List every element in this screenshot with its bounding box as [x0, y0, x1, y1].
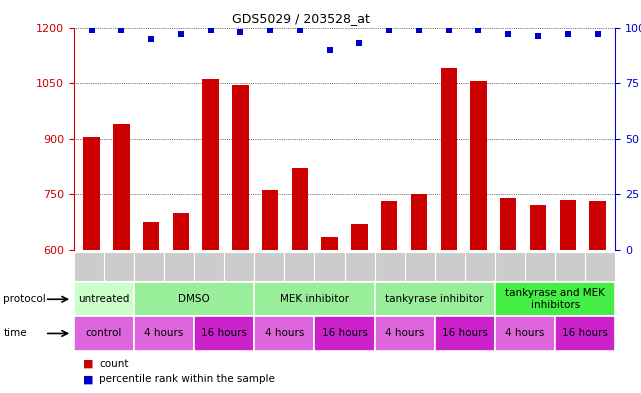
Point	[473, 27, 483, 33]
Text: 16 hours: 16 hours	[562, 329, 608, 338]
Bar	[374, 252, 404, 281]
Bar	[104, 252, 134, 281]
Bar	[555, 316, 615, 351]
Text: 4 hours: 4 hours	[265, 329, 304, 338]
Bar	[435, 252, 465, 281]
Text: 4 hours: 4 hours	[144, 329, 184, 338]
Bar	[134, 252, 164, 281]
Point	[206, 27, 216, 33]
Point	[414, 27, 424, 33]
Text: count: count	[99, 358, 129, 369]
Text: MEK inhibitor: MEK inhibitor	[280, 294, 349, 304]
Bar	[285, 252, 315, 281]
Bar	[315, 252, 345, 281]
Point	[295, 27, 305, 33]
Bar	[224, 252, 254, 281]
Bar	[351, 224, 367, 250]
Bar	[254, 316, 315, 351]
Text: tankyrase and MEK
inhibitors: tankyrase and MEK inhibitors	[505, 288, 605, 310]
Text: tankyrase inhibitor: tankyrase inhibitor	[385, 294, 484, 304]
Text: ■: ■	[83, 358, 94, 369]
Point	[116, 27, 126, 33]
Bar	[374, 282, 495, 316]
Bar	[292, 168, 308, 250]
Point	[444, 27, 454, 33]
Bar	[435, 316, 495, 351]
Bar	[374, 316, 435, 351]
Bar	[525, 252, 555, 281]
Bar	[404, 252, 435, 281]
Bar	[500, 198, 517, 250]
Point	[563, 31, 573, 37]
Point	[354, 40, 365, 46]
Text: DMSO: DMSO	[178, 294, 210, 304]
Point	[592, 31, 603, 37]
Point	[146, 35, 156, 42]
Bar	[134, 316, 194, 351]
Point	[384, 27, 394, 33]
Bar	[113, 124, 129, 250]
Text: time: time	[3, 329, 27, 338]
Title: GDS5029 / 203528_at: GDS5029 / 203528_at	[232, 12, 370, 25]
Point	[324, 47, 335, 53]
Point	[176, 31, 186, 37]
Bar	[172, 213, 189, 250]
Text: 16 hours: 16 hours	[201, 329, 247, 338]
Bar	[555, 252, 585, 281]
Bar	[530, 205, 546, 250]
Bar	[322, 237, 338, 250]
Bar	[164, 252, 194, 281]
Bar	[585, 252, 615, 281]
Bar	[74, 252, 104, 281]
Point	[503, 31, 513, 37]
Bar	[232, 85, 249, 250]
Bar	[495, 252, 525, 281]
Bar	[589, 202, 606, 250]
Bar	[315, 316, 374, 351]
Point	[265, 27, 275, 33]
Bar	[194, 316, 254, 351]
Text: protocol: protocol	[3, 294, 46, 304]
Text: 16 hours: 16 hours	[322, 329, 367, 338]
Point	[87, 27, 97, 33]
Text: control: control	[86, 329, 122, 338]
Text: ■: ■	[83, 374, 94, 384]
Bar	[74, 282, 134, 316]
Bar	[470, 81, 487, 250]
Bar	[83, 137, 100, 250]
Point	[235, 29, 246, 35]
Bar	[495, 316, 555, 351]
Bar	[411, 194, 427, 250]
Point	[533, 33, 543, 40]
Bar	[262, 190, 278, 250]
Text: 4 hours: 4 hours	[505, 329, 545, 338]
Bar	[203, 79, 219, 250]
Bar	[254, 282, 374, 316]
Text: untreated: untreated	[78, 294, 129, 304]
Bar	[134, 282, 254, 316]
Bar	[254, 252, 285, 281]
Bar	[381, 202, 397, 250]
Text: 16 hours: 16 hours	[442, 329, 488, 338]
Text: percentile rank within the sample: percentile rank within the sample	[99, 374, 275, 384]
Bar	[495, 282, 615, 316]
Bar	[560, 200, 576, 250]
Bar	[465, 252, 495, 281]
Text: 4 hours: 4 hours	[385, 329, 424, 338]
Bar	[74, 316, 134, 351]
Bar	[194, 252, 224, 281]
Bar	[345, 252, 374, 281]
Bar	[440, 68, 457, 250]
Bar	[143, 222, 159, 250]
